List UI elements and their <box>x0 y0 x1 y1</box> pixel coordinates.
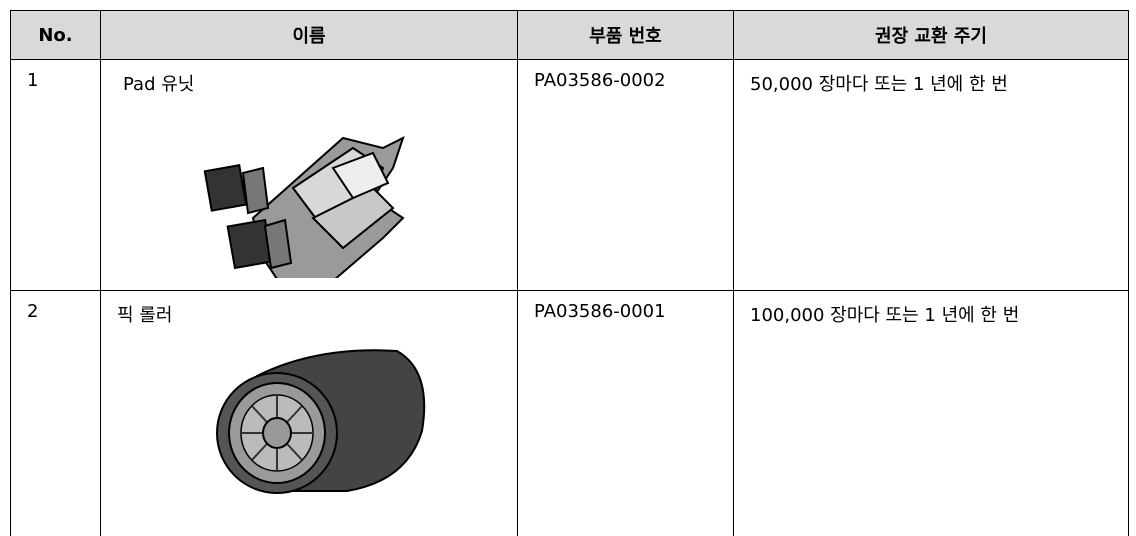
cell-text: Pad 유닛 <box>123 74 195 95</box>
cell: 100,000 장마다 또는 1 년에 한 번 <box>733 290 1129 536</box>
header-row: No. 이름 부품 번호 권장 교환 주기 <box>10 10 1129 60</box>
cell: 2 <box>10 290 101 536</box>
cell: 1 <box>10 59 101 291</box>
header-cell: 부품 번호 <box>517 10 734 60</box>
row: 1 Pad 유닛 PA03586-0002 50,000 장마다 또는 1 년에… <box>10 59 1129 291</box>
header-cell: No. <box>10 10 101 60</box>
cell-name: Pad 유닛 <box>100 59 518 291</box>
header-cell: 권장 교환 주기 <box>733 10 1129 60</box>
cell-name: 픽 롤러 <box>100 290 518 536</box>
header-cell: 이름 <box>100 10 518 60</box>
parts-table: No. 이름 부품 번호 권장 교환 주기 1 Pad 유닛 PA03586-0… <box>10 10 1129 536</box>
cell: PA03586-0002 <box>517 59 734 291</box>
cell: 50,000 장마다 또는 1 년에 한 번 <box>733 59 1129 291</box>
row: 2 픽 롤러 PA03586-0001 100,000 장마다 또는 1 년에 … <box>10 290 1129 536</box>
pad-unit-illustration <box>203 136 405 278</box>
cell-text: 픽 롤러 <box>117 305 173 326</box>
roller-illustration <box>216 349 426 494</box>
cell: PA03586-0001 <box>517 290 734 536</box>
